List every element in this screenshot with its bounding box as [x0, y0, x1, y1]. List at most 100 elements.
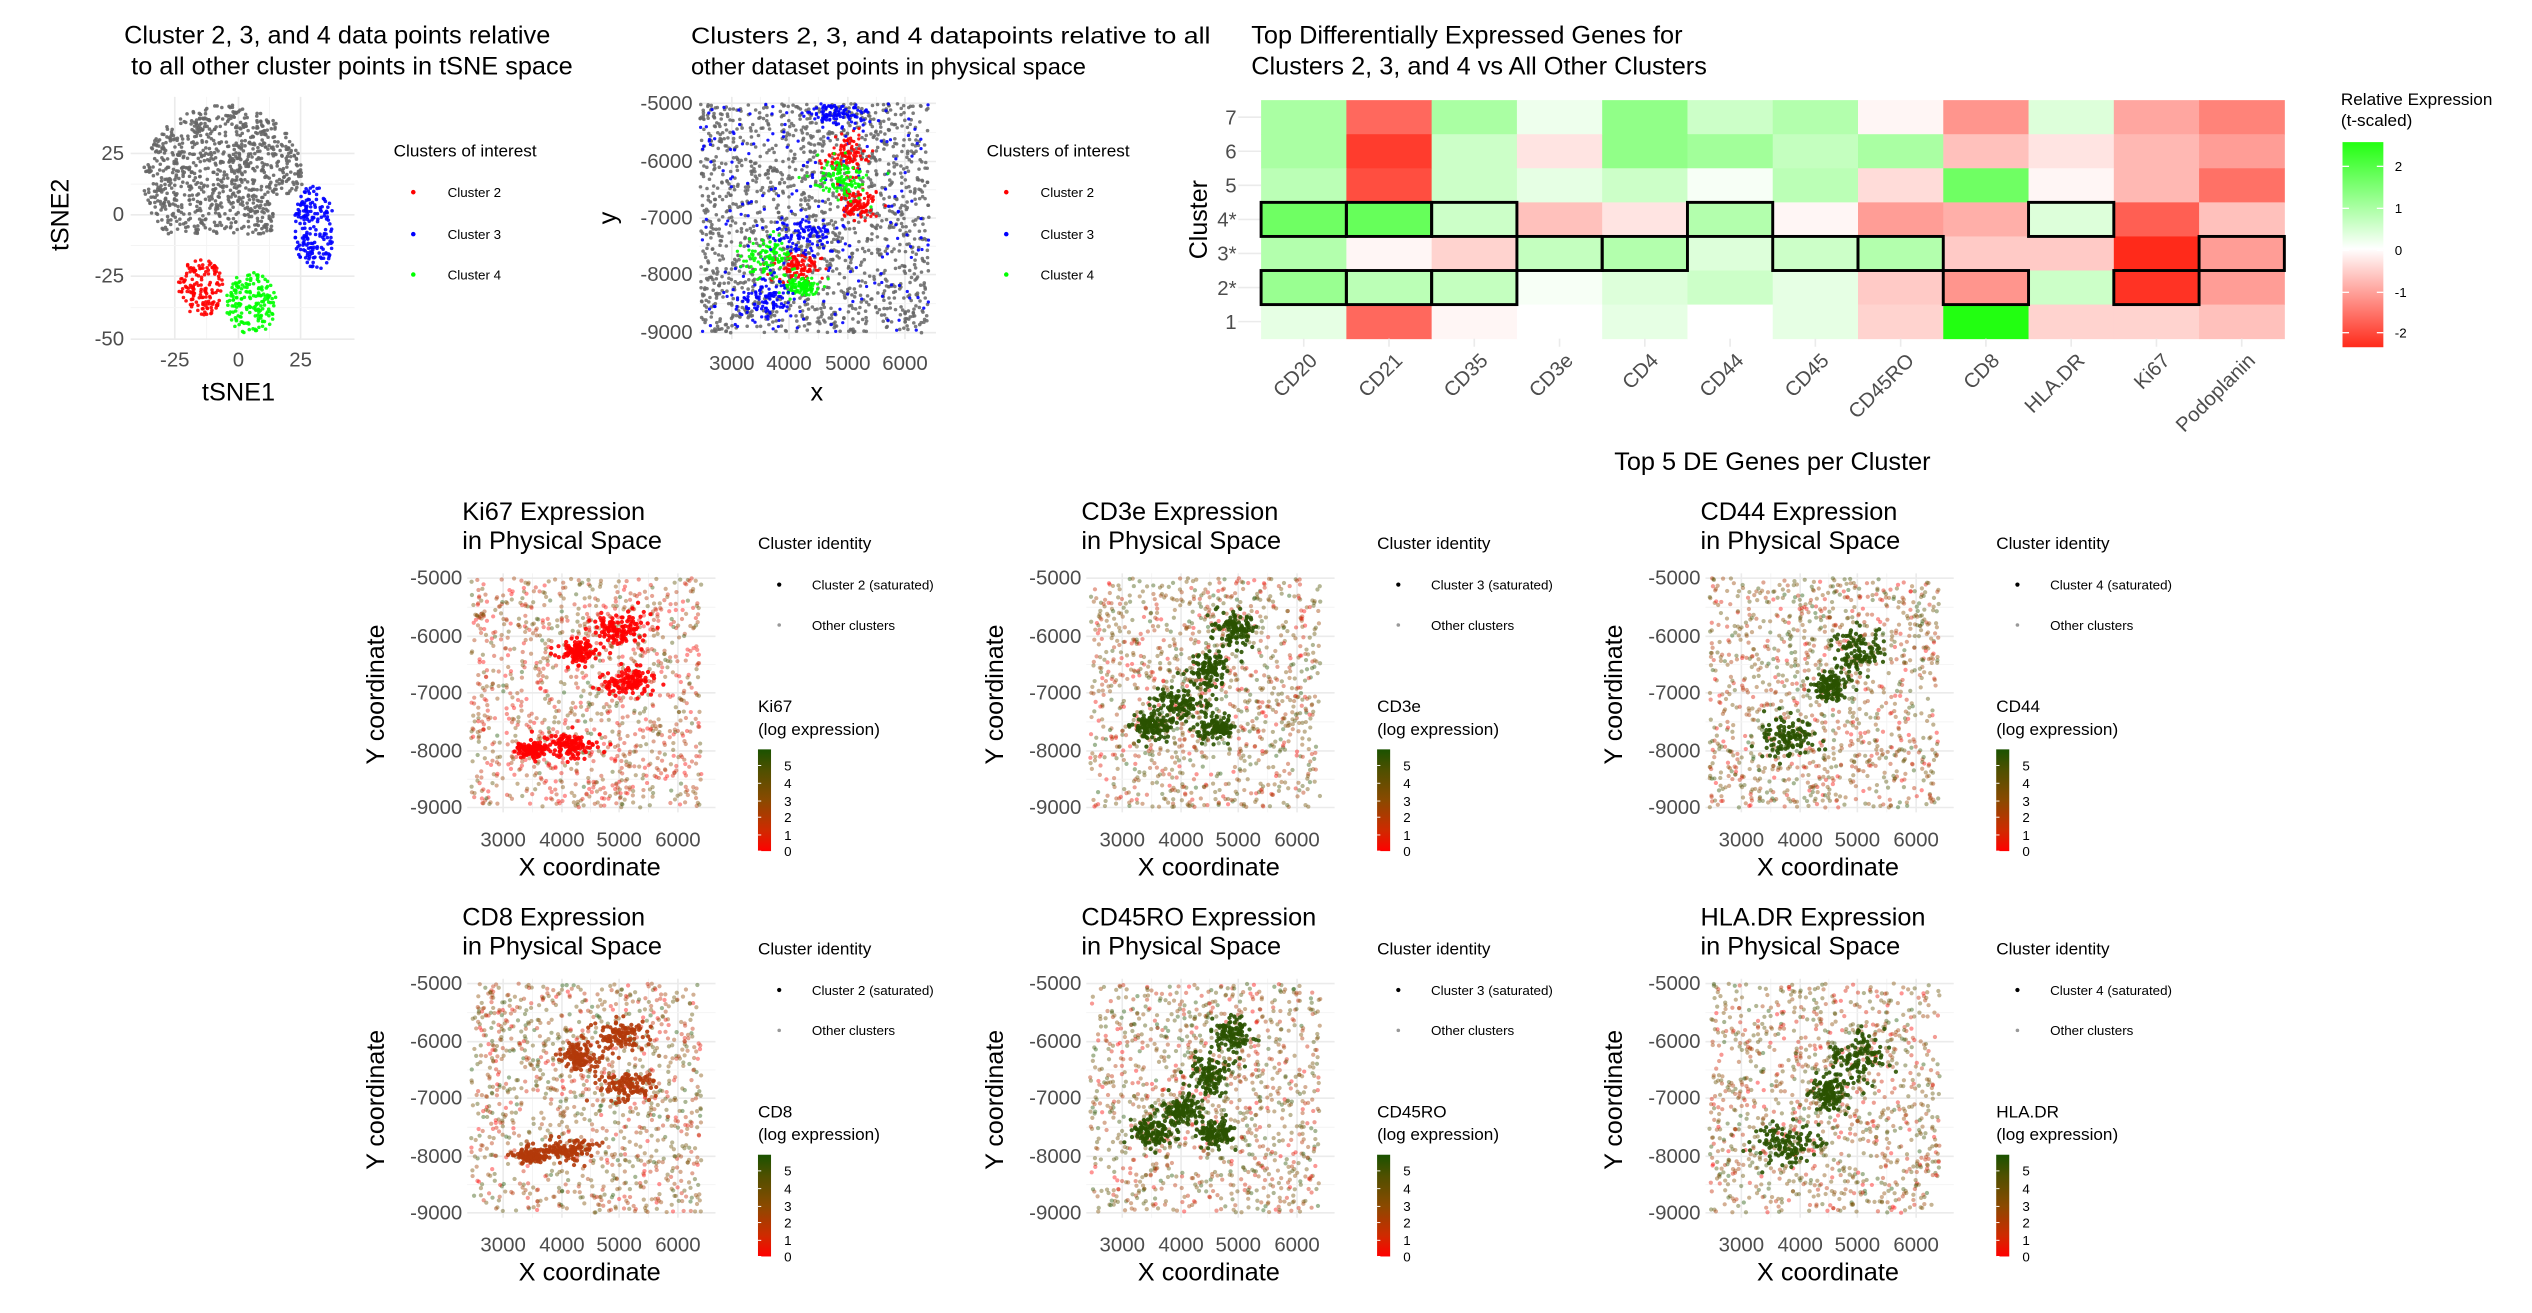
tsne-point-cluster-2	[207, 282, 212, 287]
tsne-point-cluster-4	[244, 305, 249, 310]
physical-point-cluster	[821, 125, 825, 129]
tsne-point-other	[211, 138, 216, 143]
physical-point-cluster	[838, 171, 842, 175]
tsne-point-cluster-3	[317, 186, 321, 190]
physical-point-cluster	[782, 222, 786, 226]
physical-point-other	[878, 130, 883, 134]
physical-point-cluster	[774, 275, 779, 279]
tsne-point-cluster-2	[188, 270, 192, 274]
tsne-point-other	[240, 200, 245, 204]
physical-point-other	[754, 161, 758, 165]
physical-point-cluster	[819, 102, 823, 106]
physical-point-cluster-3	[880, 255, 885, 259]
tsne-point-other	[258, 149, 262, 153]
physical-point-other	[860, 279, 864, 283]
physical-point-other	[698, 102, 703, 107]
expression-point-other	[624, 578, 629, 584]
physical-point-other	[883, 132, 887, 136]
physical-point-other	[867, 302, 871, 307]
physical-point-other	[878, 191, 883, 196]
tsne-point-other	[253, 223, 257, 227]
expression-point-other	[668, 762, 674, 767]
expression-point-other	[627, 751, 632, 757]
tsne-point-other	[206, 166, 210, 171]
physical-point-other	[864, 133, 869, 138]
physical-point-other	[904, 224, 908, 229]
physical-point-other	[813, 218, 818, 223]
physical-point-cluster-3	[919, 217, 923, 221]
tsne-point-other	[171, 213, 175, 218]
tsne-point-other	[154, 211, 159, 216]
physical-point-other	[780, 318, 785, 322]
physical-point-cluster	[810, 276, 814, 280]
physical-point-other	[901, 103, 906, 108]
physical-point-cluster	[810, 230, 814, 234]
physical-point-cluster	[820, 256, 824, 260]
expression-point-other	[603, 734, 608, 740]
tsne-point-other	[166, 231, 171, 236]
tsne-point-other	[212, 150, 217, 155]
physical-point-other	[897, 287, 902, 291]
tsne-point-other	[154, 182, 159, 186]
tsne-point-other	[146, 198, 150, 202]
heatmap-column-label: CD44	[1696, 350, 1749, 402]
tsne-point-other	[290, 143, 295, 147]
physical-point-other	[794, 104, 798, 109]
physical-point-cluster	[883, 204, 888, 208]
physical-point-other	[717, 194, 722, 199]
physical-point-cluster-3	[808, 184, 813, 188]
physical-point-other	[797, 305, 802, 309]
heatmap-title-line1: Top Differentially Expressed Genes for	[1251, 22, 1682, 50]
tsne-point-other	[267, 214, 272, 219]
physical-point-other	[921, 291, 926, 295]
physical-point-other	[699, 265, 703, 269]
tsne-point-other	[209, 153, 214, 157]
physical-point-other	[800, 313, 804, 317]
physical-point-cluster	[788, 249, 793, 253]
tsne-point-cluster-3	[320, 204, 324, 209]
tsne-point-other	[217, 213, 222, 218]
tsne-point-other	[207, 146, 212, 151]
physical-point-other	[810, 120, 814, 125]
physical-point-cluster	[862, 118, 866, 122]
tsne-point-other	[279, 142, 284, 147]
physical-point-other	[899, 305, 903, 309]
tsne-point-cluster-2	[210, 308, 214, 313]
physical-point-other	[913, 218, 918, 222]
heatmap-cell	[2028, 100, 2115, 135]
physical-point-other	[897, 265, 902, 270]
expression-point-other	[470, 759, 475, 764]
tsne-point-other	[198, 201, 203, 206]
physical-point-other	[755, 189, 759, 194]
tsne-point-other	[252, 179, 256, 184]
tsne-point-cluster-4	[263, 327, 268, 331]
tsne-point-cluster-2	[205, 306, 209, 310]
heatmap-cell	[2199, 100, 2285, 135]
physical-point-cluster	[798, 231, 802, 235]
physical-point-cluster	[811, 253, 815, 258]
tsne-point-other	[172, 198, 177, 202]
physical-point-cluster	[836, 112, 841, 116]
physical-point-cluster-3	[920, 247, 924, 252]
physical-point-other	[716, 146, 721, 151]
physical-point-cluster-3	[771, 132, 775, 136]
tsne-point-other	[217, 203, 222, 207]
tsne-point-other	[234, 151, 238, 155]
physical-point-cluster-3	[868, 120, 872, 124]
expression-point-other	[545, 662, 550, 667]
tsne-point-other	[204, 146, 208, 150]
tsne-point-cluster-4	[267, 294, 272, 298]
tsne-point-other	[212, 187, 216, 192]
heatmap-cell	[2113, 304, 2200, 340]
tsne-point-other	[176, 169, 181, 173]
physical-point-other	[739, 230, 744, 234]
tsne-point-other	[159, 190, 164, 194]
physical-point-other	[835, 137, 840, 142]
tsne-point-other	[241, 203, 245, 208]
heatmap-cell	[1431, 100, 1518, 135]
physical-point-other	[899, 181, 904, 186]
tsne-point-cluster-4	[233, 324, 237, 329]
heatmap-column-label: CD21	[1355, 350, 1408, 402]
tsne-point-other	[215, 177, 220, 182]
